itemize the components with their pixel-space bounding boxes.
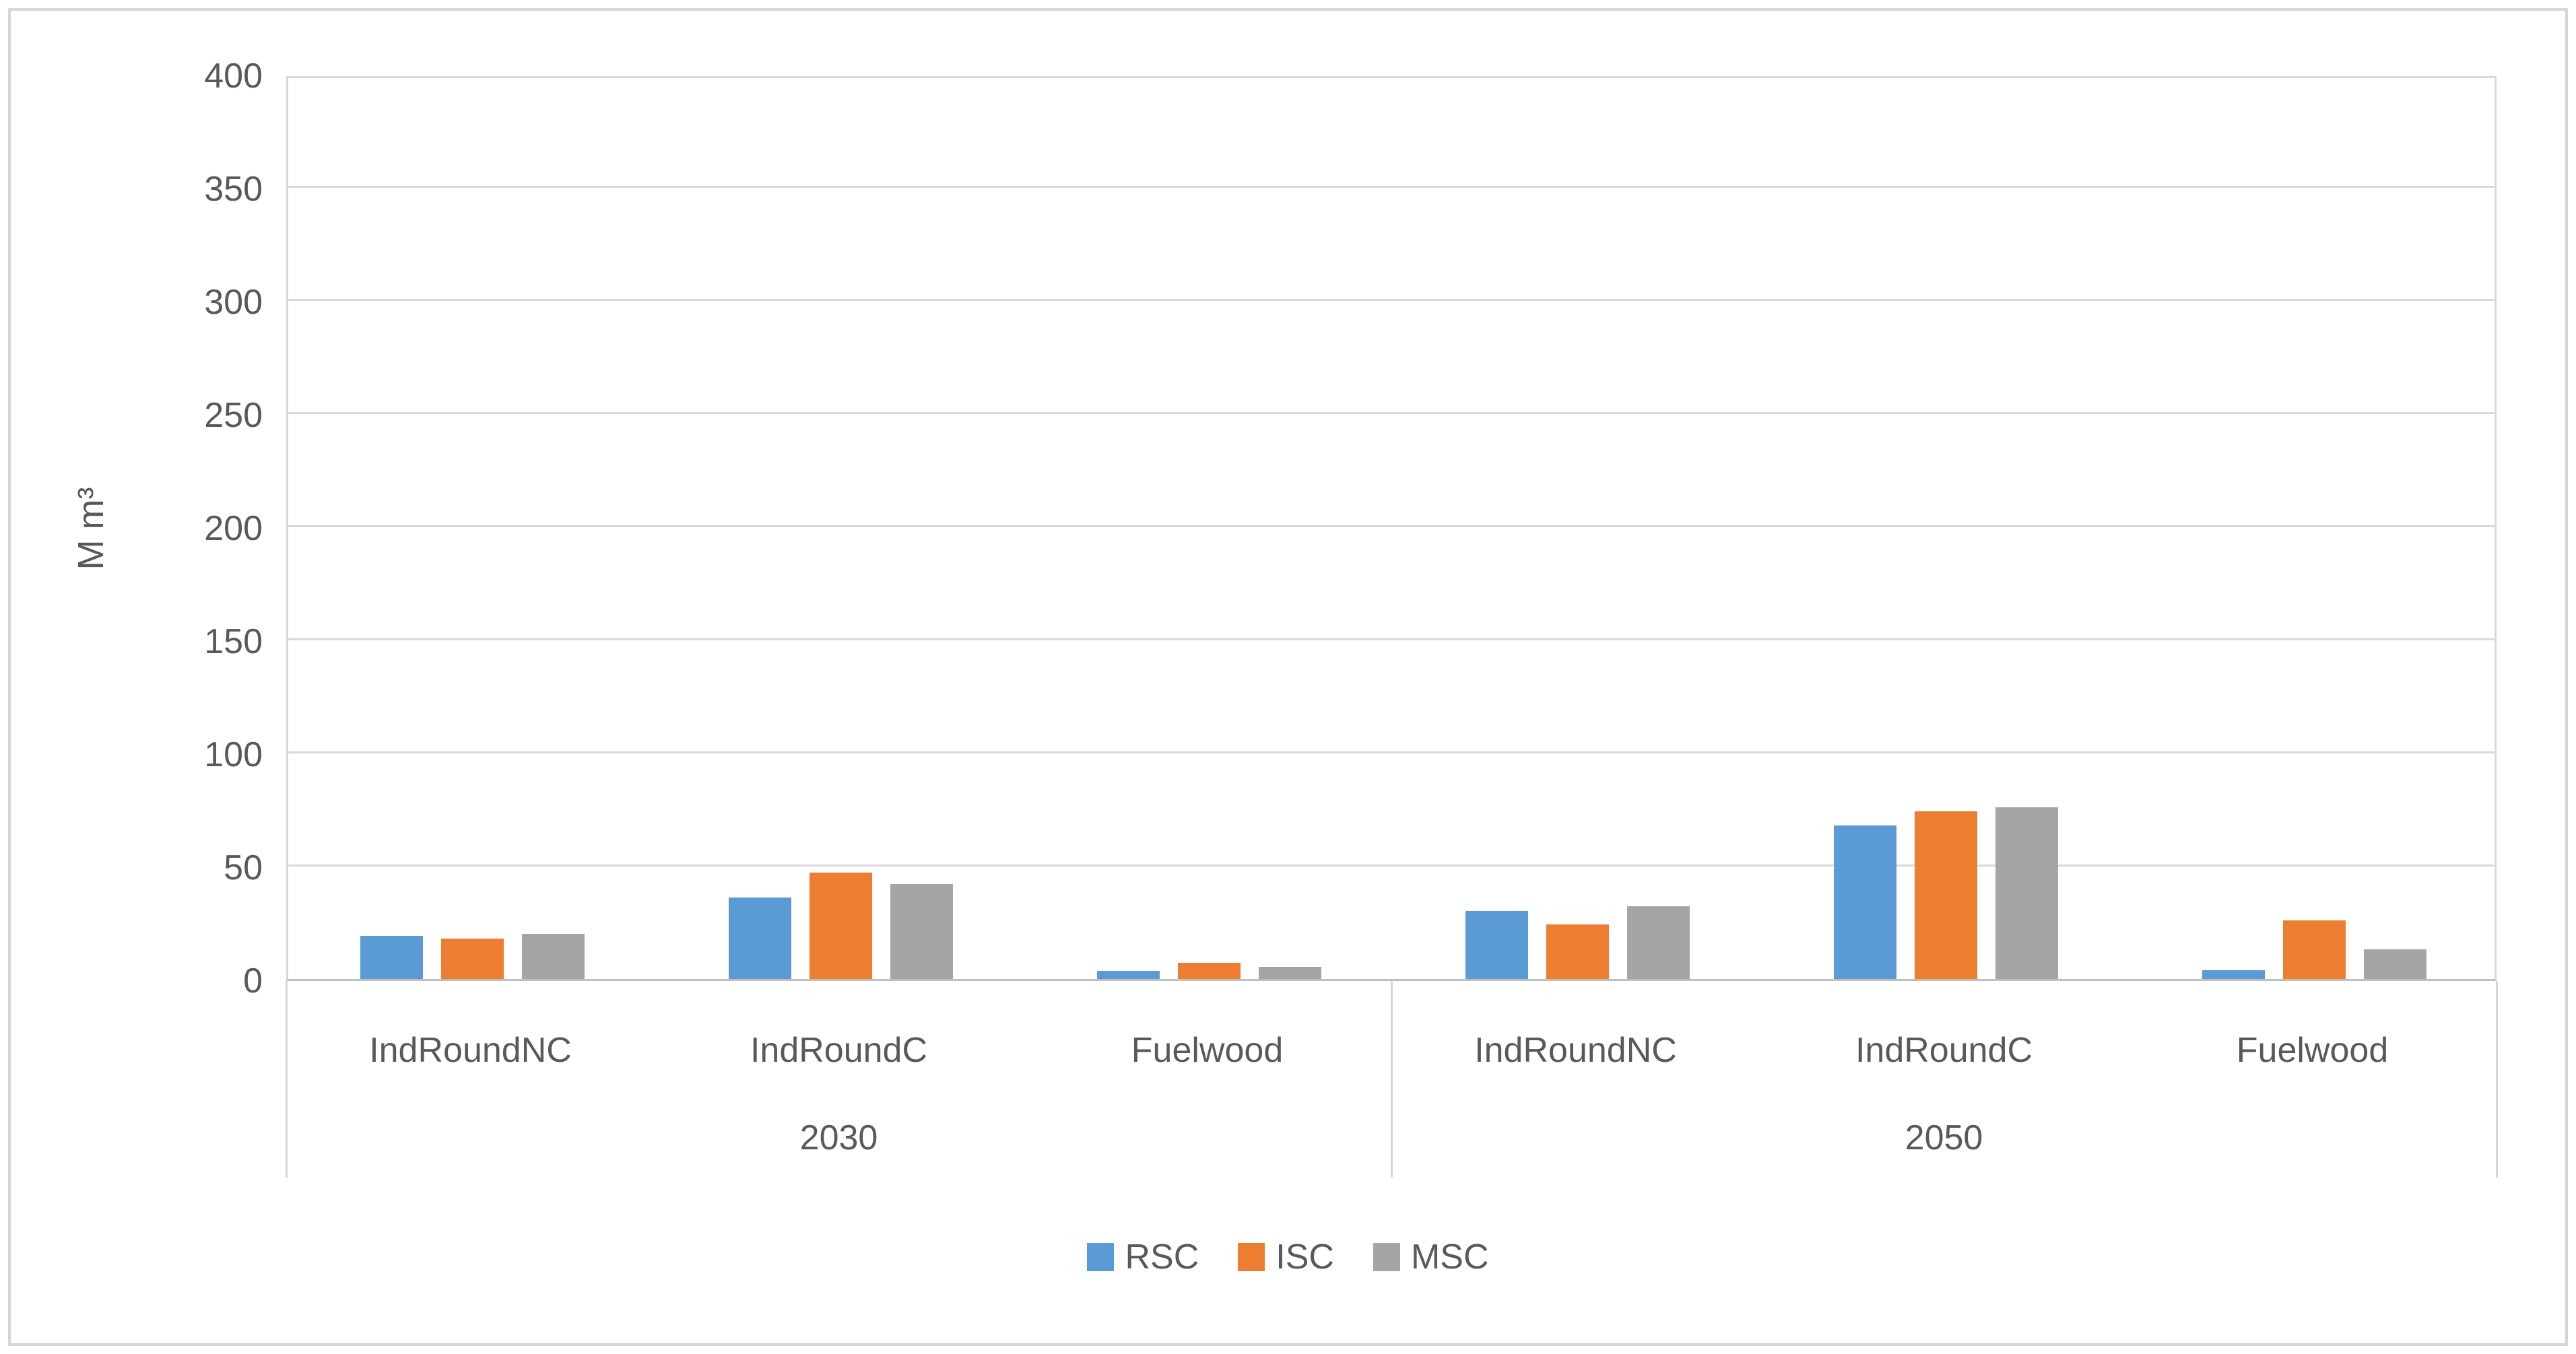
y-tick-label-100: 100	[204, 735, 263, 774]
y-tick-label-350: 350	[204, 170, 263, 209]
bar-isc-2050-fuelwood	[2283, 920, 2346, 979]
bar-msc-2030-indroundnc	[522, 933, 585, 979]
legend-swatch-msc	[1373, 1243, 1400, 1271]
axis-divider-2	[2496, 981, 2498, 1178]
legend-swatch-isc	[1238, 1243, 1265, 1271]
y-tick-label-200: 200	[204, 509, 263, 548]
bar-isc-2030-indroundnc	[441, 938, 504, 979]
bar-rsc-2030-indroundnc	[360, 936, 423, 979]
bar-msc-2030-indroundc	[890, 883, 953, 979]
plot-area	[286, 76, 2497, 981]
legend-item-msc: MSC	[1373, 1237, 1489, 1277]
bar-msc-2030-fuelwood	[1259, 966, 1321, 979]
bar-isc-2030-indroundc	[810, 873, 872, 979]
gridline-150	[288, 638, 2495, 640]
legend-swatch-rsc	[1087, 1243, 1115, 1271]
category-label-2030-indroundc: IndRoundC	[750, 1031, 928, 1070]
y-tick-label-50: 50	[224, 848, 263, 887]
bar-rsc-2050-indroundc	[1834, 825, 1896, 979]
category-label-2050-indroundnc: IndRoundNC	[1474, 1031, 1677, 1070]
gridline-250	[288, 412, 2495, 414]
y-tick-label-0: 0	[243, 961, 263, 1001]
gridline-50	[288, 865, 2495, 867]
bar-isc-2030-fuelwood	[1178, 963, 1241, 979]
y-tick-label-150: 150	[204, 622, 263, 661]
group-label-2030: 2030	[799, 1118, 878, 1157]
bar-rsc-2030-indroundc	[729, 898, 791, 979]
legend-label-isc: ISC	[1276, 1238, 1334, 1277]
legend-label-msc: MSC	[1410, 1238, 1489, 1277]
bar-isc-2050-indroundnc	[1546, 924, 1609, 979]
gridline-100	[288, 751, 2495, 753]
axis-divider-1	[1391, 981, 1393, 1178]
chart-frame	[8, 8, 2568, 1346]
y-tick-label-400: 400	[204, 57, 263, 96]
y-tick-label-300: 300	[204, 283, 263, 322]
legend-label-rsc: RSC	[1125, 1238, 1199, 1277]
bar-msc-2050-fuelwood	[2364, 949, 2426, 979]
bar-msc-2050-indroundc	[1995, 807, 2058, 979]
gridline-350	[288, 186, 2495, 188]
gridline-300	[288, 299, 2495, 301]
bar-msc-2050-indroundnc	[1627, 906, 1690, 979]
bar-rsc-2050-indroundnc	[1465, 911, 1528, 979]
category-label-2030-indroundnc: IndRoundNC	[369, 1031, 572, 1070]
category-label-2030-fuelwood: Fuelwood	[1131, 1031, 1284, 1070]
category-label-2050-indroundc: IndRoundC	[1855, 1031, 2033, 1070]
legend-item-isc: ISC	[1238, 1237, 1334, 1277]
bar-rsc-2050-fuelwood	[2202, 970, 2265, 979]
axis-divider-0	[286, 981, 288, 1178]
group-label-2050: 2050	[1905, 1118, 1983, 1157]
bar-isc-2050-indroundc	[1915, 811, 1977, 979]
gridline-200	[288, 525, 2495, 527]
bar-rsc-2030-fuelwood	[1097, 971, 1160, 979]
y-tick-label-250: 250	[204, 396, 263, 435]
legend-item-rsc: RSC	[1087, 1237, 1199, 1277]
legend: RSC ISC MSC	[0, 1227, 2576, 1287]
category-label-2050-fuelwood: Fuelwood	[2236, 1031, 2389, 1070]
